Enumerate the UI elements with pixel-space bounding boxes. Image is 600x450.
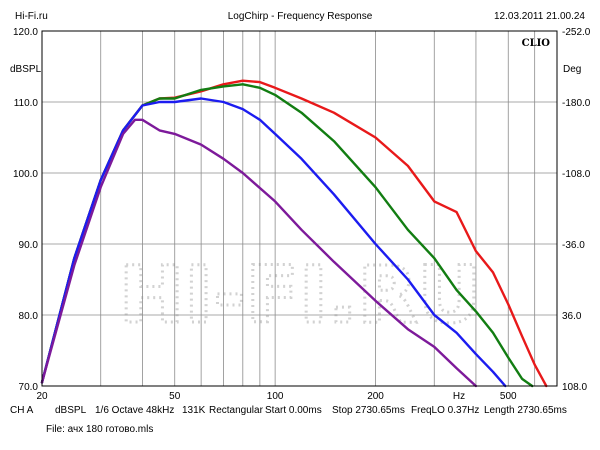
y-tick-label-right: 36.0 xyxy=(562,311,582,322)
freqlo-label: FreqLO 0.37Hz xyxy=(411,405,480,416)
axis-ticks: 20 50 100 200 500 70.0 80.0 90.0 100.0 110.0 120.0… xyxy=(13,27,591,402)
y-tick-label-left: 80.0 xyxy=(19,311,39,322)
y-tick-label-left: 70.0 xyxy=(19,382,39,393)
series-line-3 xyxy=(40,97,507,388)
plot-area xyxy=(42,31,557,386)
y-tick-label-left: 100.0 xyxy=(13,169,38,180)
length-label: Length 2730.65ms xyxy=(484,405,567,416)
window-label: Rectangular xyxy=(209,405,263,416)
smoothing-label: 1/6 Octave xyxy=(95,405,144,416)
watermark-text: HI-FI.RU xyxy=(119,251,481,341)
site-name: Hi-Fi.ru xyxy=(15,11,48,22)
plot-frame xyxy=(41,30,558,387)
x-axis-unit: Hz xyxy=(453,391,465,402)
size-label: 131K xyxy=(182,405,206,416)
y-tick-label-right: -180.0 xyxy=(562,98,591,109)
file-label: File: ачх 180 готово.mls xyxy=(46,424,154,435)
stop-label: Stop 2730.65ms xyxy=(332,405,405,416)
series-line-4 xyxy=(40,118,478,388)
x-tick-label: 20 xyxy=(36,391,48,402)
y-tick-label-right: -36.0 xyxy=(562,240,585,251)
y-tick-label-left: 120.0 xyxy=(13,27,38,38)
x-tick-label: 500 xyxy=(500,391,517,402)
channel-label: CH A xyxy=(10,405,34,416)
sample-rate-label: 48kHz xyxy=(146,405,175,416)
x-tick-label: 200 xyxy=(367,391,384,402)
y-tick-label-right: 108.0 xyxy=(562,382,587,393)
start-label: Start 0.00ms xyxy=(265,405,322,416)
x-tick-label: 50 xyxy=(169,391,181,402)
x-tick-label: 100 xyxy=(267,391,284,402)
y-axis-label-left: dBSPL xyxy=(10,64,42,75)
y-tick-label-left: 90.0 xyxy=(19,240,39,251)
clio-logo: CLIO xyxy=(522,38,551,49)
y-tick-label-right: -108.0 xyxy=(562,169,591,180)
chart-title: LogChirp - Frequency Response xyxy=(228,11,373,22)
unit-label: dBSPL xyxy=(55,405,87,416)
timestamp: 12.03.2011 21.00.24 xyxy=(494,11,585,22)
series-layer xyxy=(40,79,548,388)
y-axis-label-right: Deg xyxy=(563,64,581,75)
y-tick-label-right: -252.0 xyxy=(562,27,591,38)
y-tick-label-left: 110.0 xyxy=(14,98,39,109)
